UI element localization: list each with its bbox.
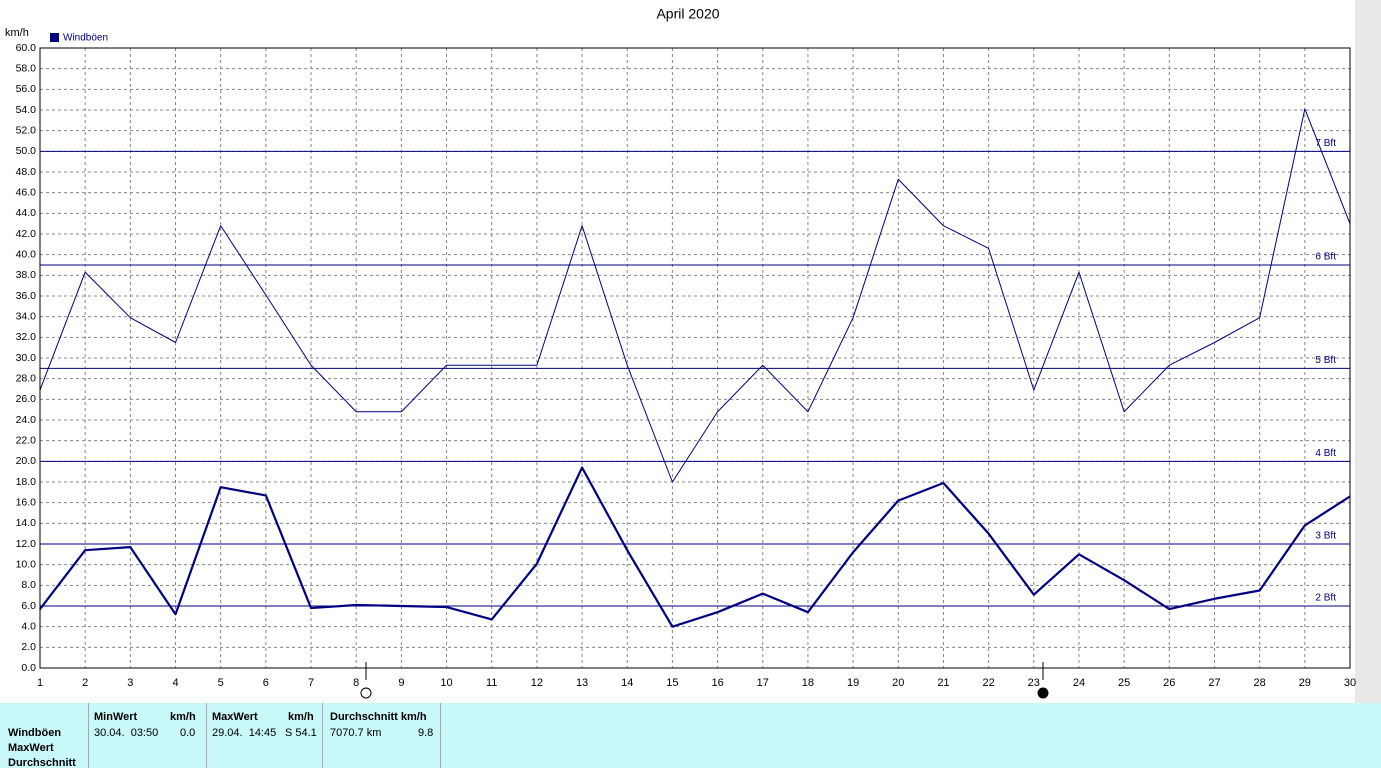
beaufort-label: 6 Bft	[1315, 252, 1336, 263]
y-tick-label: 8.0	[21, 579, 36, 591]
y-tick-label: 44.0	[16, 207, 37, 219]
y-tick-label: 40.0	[16, 248, 37, 260]
row-label: Windböen	[8, 727, 62, 739]
row-label: Durchschnitt	[8, 757, 76, 769]
column-header: MaxWert	[212, 711, 258, 723]
x-tick-label: 22	[982, 677, 994, 689]
y-axis-label: km/h	[5, 27, 29, 39]
y-tick-label: 42.0	[16, 228, 37, 240]
beaufort-label: 7 Bft	[1315, 138, 1336, 149]
beaufort-label: 2 Bft	[1315, 593, 1336, 604]
y-tick-label: 50.0	[16, 145, 37, 157]
x-tick-label: 9	[398, 677, 404, 689]
y-tick-label: 32.0	[16, 331, 37, 343]
x-tick-label: 24	[1073, 677, 1085, 689]
y-tick-label: 16.0	[16, 496, 37, 508]
x-tick-label: 3	[127, 677, 133, 689]
x-tick-label: 2	[82, 677, 88, 689]
x-tick-label: 4	[172, 677, 178, 689]
y-tick-label: 28.0	[16, 372, 37, 384]
x-tick-label: 23	[1028, 677, 1040, 689]
x-tick-label: 21	[937, 677, 949, 689]
column-header: Durchschnitt km/h	[330, 711, 427, 723]
y-tick-label: 14.0	[16, 517, 37, 529]
column-header: MinWert	[94, 711, 138, 723]
x-tick-label: 14	[621, 677, 633, 689]
cell: 9.8	[418, 727, 434, 739]
y-tick-label: 58.0	[16, 62, 37, 74]
column-separator	[88, 703, 89, 768]
plot-area: 0.0 2.0 4.0 6.0 8.0 10.0 12.0 14.0 16.0 18.0 20.0 2…	[16, 42, 1357, 689]
x-tick-label: 1	[37, 677, 43, 689]
y-tick-label: 34.0	[16, 310, 37, 322]
x-tick-label: 20	[892, 677, 904, 689]
y-tick-label: 18.0	[16, 476, 37, 488]
column-separator	[206, 703, 207, 768]
x-tick-label: 19	[847, 677, 859, 689]
y-tick-label: 60.0	[16, 42, 37, 54]
cell: 7070.7 km	[330, 727, 382, 739]
y-tick-label: 24.0	[16, 414, 37, 426]
beaufort-label: 5 Bft	[1315, 355, 1336, 366]
new-moon-icon	[1037, 687, 1049, 699]
cell: 0.0	[180, 727, 196, 739]
x-tick-label: 5	[218, 677, 224, 689]
y-tick-label: 54.0	[16, 104, 37, 116]
y-tick-label: 12.0	[16, 538, 37, 550]
y-tick-label: 38.0	[16, 269, 37, 281]
x-tick-label: 7	[308, 677, 314, 689]
series-line	[39, 108, 1351, 483]
y-tick-label: 46.0	[16, 186, 37, 198]
window-edge	[1355, 0, 1381, 703]
x-tick-label: 25	[1118, 677, 1130, 689]
x-tick-label: 30	[1344, 677, 1356, 689]
x-tick-label: 11	[486, 677, 497, 689]
legend-label: Windböen	[63, 33, 108, 44]
series-line	[39, 466, 1351, 628]
stats-table: Windböen MaxWert Durchschnitt MinWert km…	[0, 703, 1381, 769]
x-tick-label: 12	[531, 677, 543, 689]
row-label: MaxWert	[8, 742, 54, 754]
y-tick-label: 10.0	[16, 558, 37, 570]
x-tick-label: 15	[666, 677, 678, 689]
y-tick-label: 36.0	[16, 290, 37, 302]
y-tick-label: 30.0	[16, 352, 37, 364]
column-separator	[322, 703, 323, 768]
x-tick-label: 26	[1163, 677, 1175, 689]
column-unit: km/h	[170, 711, 196, 723]
y-tick-label: 52.0	[16, 124, 37, 136]
y-tick-label: 26.0	[16, 393, 37, 405]
x-tick-label: 8	[353, 677, 359, 689]
x-tick-label: 28	[1254, 677, 1266, 689]
x-tick-label: 18	[802, 677, 814, 689]
y-tick-label: 22.0	[16, 434, 37, 446]
beaufort-label: 3 Bft	[1315, 531, 1336, 542]
plot-border	[39, 47, 1351, 669]
y-tick-label: 20.0	[16, 455, 37, 467]
full-moon-icon	[360, 687, 372, 699]
beaufort-label: 4 Bft	[1315, 448, 1336, 459]
x-tick-label: 17	[757, 677, 769, 689]
cell: 29.04. 14:45	[212, 727, 277, 739]
x-tick-label: 29	[1299, 677, 1311, 689]
x-tick-label: 27	[1208, 677, 1220, 689]
chart-title: April 2020	[656, 6, 719, 22]
legend-swatch	[50, 33, 59, 42]
x-tick-label: 16	[711, 677, 723, 689]
cell: 30.04. 03:50	[94, 727, 159, 739]
column-unit: km/h	[288, 711, 314, 723]
x-tick-label: 13	[576, 677, 588, 689]
x-tick-label: 6	[263, 677, 269, 689]
y-tick-label: 4.0	[21, 620, 36, 632]
y-tick-label: 6.0	[21, 600, 36, 612]
x-tick-label: 10	[440, 677, 452, 689]
chart: April 2020 km/h Windböen 0.0 2.0 4.0 6.0 8.0…	[5, 0, 1381, 703]
column-separator	[440, 703, 441, 768]
y-tick-label: 48.0	[16, 166, 37, 178]
cell: S 54.1	[285, 727, 317, 739]
y-tick-label: 56.0	[16, 83, 37, 95]
y-tick-label: 0.0	[21, 662, 36, 674]
y-tick-label: 2.0	[21, 641, 36, 653]
